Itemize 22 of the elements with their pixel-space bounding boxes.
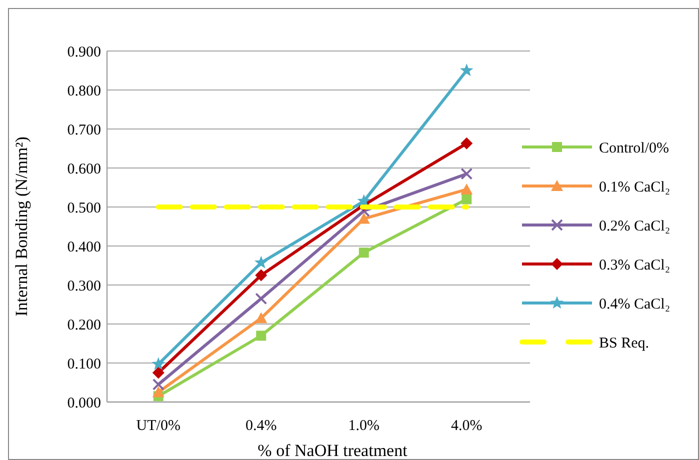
x-tick-label: 4.0% xyxy=(451,418,482,434)
x-tick-label: 1.0% xyxy=(348,418,380,434)
x-axis-title: % of NaOH treatment xyxy=(258,441,408,460)
y-tick-label: 0.000 xyxy=(67,395,101,412)
y-tick-label: 0.700 xyxy=(67,122,101,138)
y-tick-label: 0.300 xyxy=(67,278,101,294)
y-tick-label: 0.100 xyxy=(67,356,101,372)
x-tick-label: UT/0% xyxy=(136,418,180,434)
y-tick-label: 0.200 xyxy=(67,317,101,334)
legend-label: 0.3% CaCl₂ xyxy=(599,257,670,274)
legend-label: BS Req. xyxy=(599,335,650,352)
y-tick-label: 0.900 xyxy=(67,44,101,60)
legend-label: 0.4% CaCl₂ xyxy=(599,296,670,312)
y-tick-label: 0.500 xyxy=(67,200,101,216)
y-tick-label: 0.800 xyxy=(67,83,101,100)
x-tick-label: 0.4% xyxy=(246,418,277,434)
legend-label: 0.1% CaCl₂ xyxy=(599,179,670,196)
legend-label: Control/0% xyxy=(599,140,669,156)
y-axis-title: Internal Bonding (N/mm²) xyxy=(12,136,31,316)
legend-label: 0.2% CaCl₂ xyxy=(599,218,670,234)
y-tick-label: 0.600 xyxy=(67,161,101,178)
y-tick-label: 0.400 xyxy=(67,239,101,256)
